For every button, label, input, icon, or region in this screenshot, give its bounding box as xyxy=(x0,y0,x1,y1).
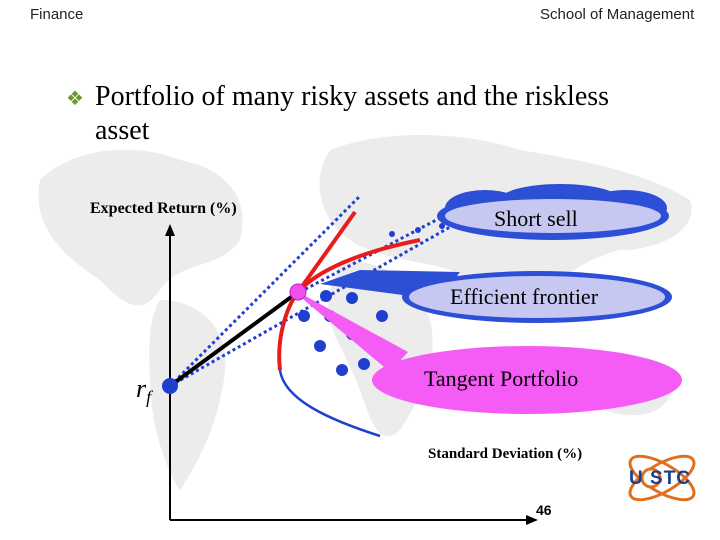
tangent-portfolio-callout xyxy=(372,346,682,414)
slide-title-line2: asset xyxy=(95,115,150,146)
cal-dotted-line-short xyxy=(299,216,441,294)
rf-subscript: f xyxy=(146,387,152,408)
short-sell-label: Short sell xyxy=(494,206,578,231)
y-axis-arrow xyxy=(165,224,175,236)
tangent-callout-pointer xyxy=(298,292,408,372)
page-number: 46 xyxy=(536,502,552,518)
short-sell-cloud-inner xyxy=(445,199,661,233)
diamond-clover-icon: ❖ xyxy=(66,88,84,110)
header-school-name: School of Management xyxy=(540,6,695,23)
efficient-frontier-label: Efficient frontier xyxy=(450,284,599,309)
tangent-portfolio-point xyxy=(289,283,307,301)
header-course-name: Finance xyxy=(30,6,84,23)
rf-symbol: r xyxy=(136,374,147,403)
uestc-logo-text: U STC xyxy=(629,468,691,489)
x-axis-label: Standard Deviation (%) xyxy=(428,446,583,462)
short-sell-dot xyxy=(389,231,395,237)
asset-dot xyxy=(320,290,332,302)
cal-dotted-line-upper xyxy=(168,194,362,388)
x-axis-arrow xyxy=(526,515,538,525)
cml-line xyxy=(168,290,300,388)
inefficient-frontier-curve xyxy=(278,369,381,438)
tangent-portfolio-label: Tangent Portfolio xyxy=(424,366,579,391)
asset-dot xyxy=(376,310,388,322)
riskless-rate-label: rf xyxy=(136,374,151,408)
asset-dot xyxy=(336,364,348,376)
uestc-atom-logo-icon xyxy=(628,454,696,502)
short-sell-dot xyxy=(439,223,445,229)
efficient-frontier-callout xyxy=(409,276,665,318)
slide-title: Portfolio of many risky assets and the r… xyxy=(95,80,695,148)
short-sell-frontier-line xyxy=(296,210,357,294)
asset-dot xyxy=(298,310,310,322)
asset-dot xyxy=(358,358,370,370)
slide-title-line1: Portfolio of many risky assets and the r… xyxy=(95,81,610,112)
short-sell-dot xyxy=(415,227,421,233)
asset-dot xyxy=(346,292,358,304)
asset-dot xyxy=(314,340,326,352)
y-axis-label: Expected Return (%) xyxy=(90,200,237,217)
riskless-asset-point xyxy=(162,378,178,394)
